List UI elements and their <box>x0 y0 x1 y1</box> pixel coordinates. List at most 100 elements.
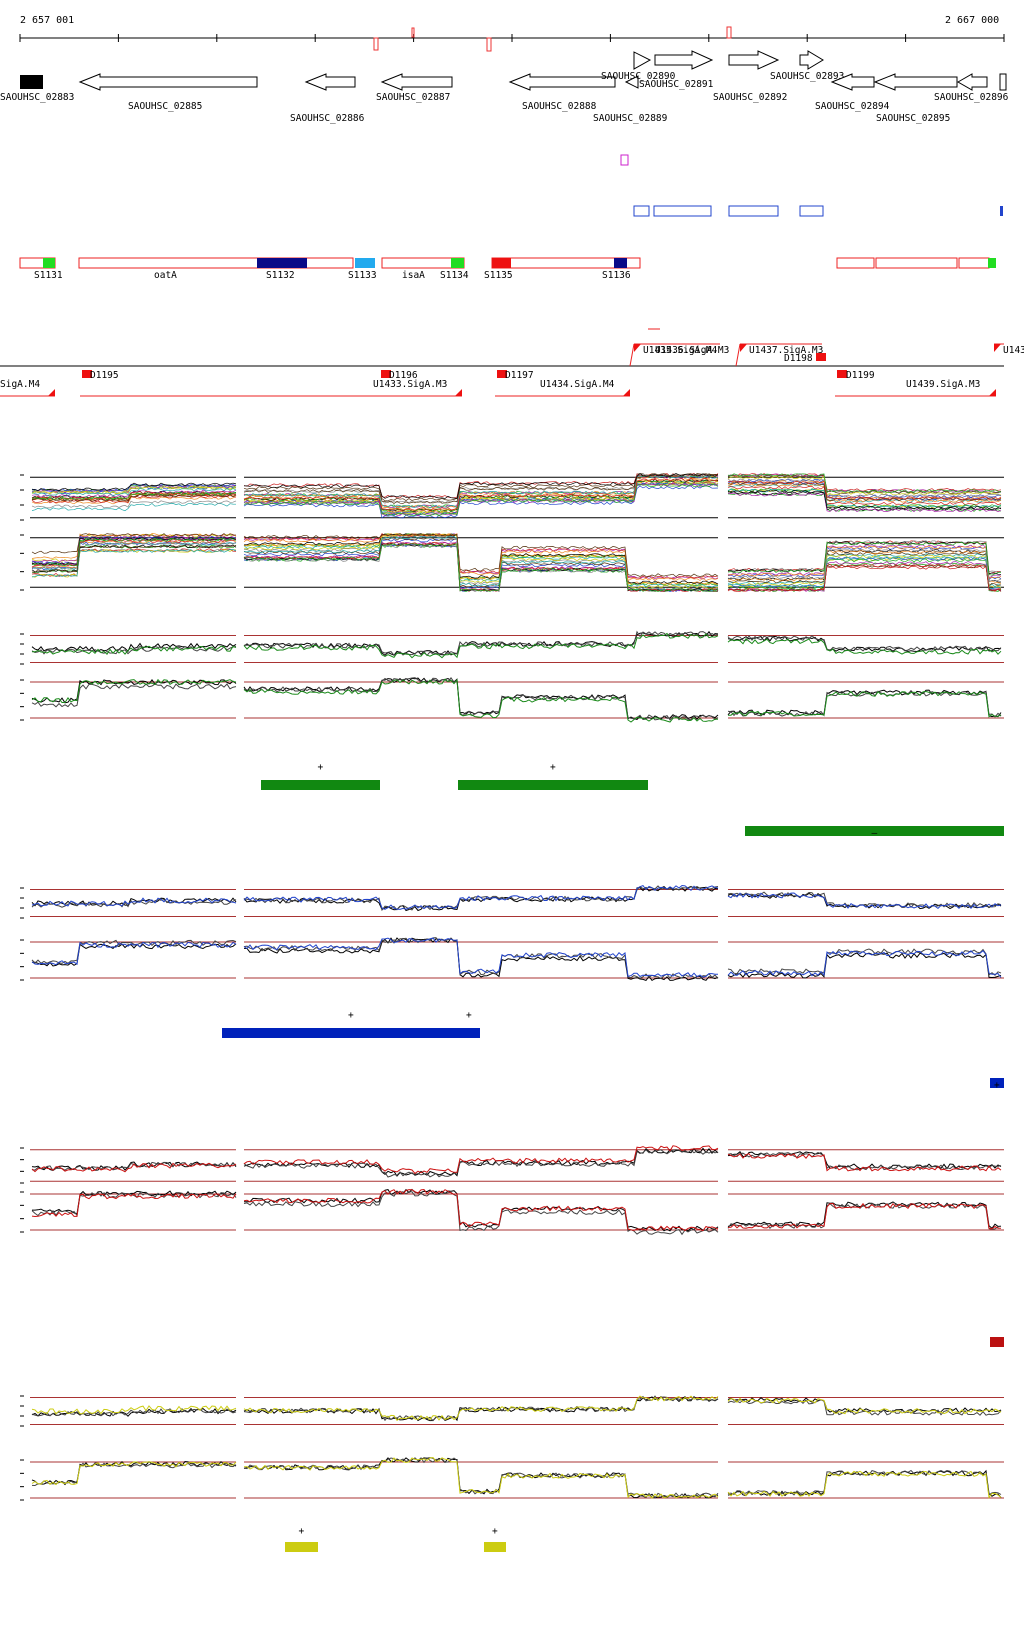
expression-trace <box>31 537 237 567</box>
expression-trace <box>727 544 1002 579</box>
gene-shape <box>799 50 824 70</box>
shift-label: U1434.SigA.M4 <box>540 379 615 390</box>
gene-label: SAOUHSC_02892 <box>713 92 787 103</box>
shift-label: U1436.SigA.M3 <box>655 345 729 356</box>
expression-trace <box>727 558 1002 592</box>
expression-trace <box>728 690 1002 718</box>
cds-box <box>728 205 779 217</box>
contig-gap <box>1004 882 1024 986</box>
expression-trace <box>727 488 1002 509</box>
expression-trace <box>727 489 1002 510</box>
expression-trace <box>31 533 237 555</box>
gene-label: SAOUHSC_02887 <box>376 92 450 103</box>
segment-box <box>875 257 958 269</box>
expression-trace <box>31 1162 237 1173</box>
terminator-marks <box>373 26 732 52</box>
expression-trace <box>727 563 1002 592</box>
gene-arrow[interactable]: SAOUHSC_02888 <box>508 73 616 112</box>
gene-arrow[interactable]: SAOUHSC_02885 <box>78 73 258 112</box>
feature-boxes <box>620 154 1003 217</box>
strand-mark: – <box>872 828 878 839</box>
expression-trace <box>243 937 718 978</box>
downshift-marker <box>82 370 92 378</box>
expression-trace <box>243 678 719 723</box>
gene-shape <box>508 73 616 91</box>
gene-arrow[interactable]: SAOUHSC_02890 <box>601 51 676 82</box>
gene-arrow[interactable]: SAOUHSC_02893 <box>770 50 844 82</box>
strand-mark: + <box>348 1010 354 1021</box>
expression-trace <box>727 637 1002 655</box>
expression-trace <box>243 475 719 509</box>
gene-arrow[interactable]: SAOUHSC_02889 <box>593 75 668 124</box>
downshift-marker <box>816 353 826 361</box>
gene-arrow[interactable]: SAOUHSC_02883 <box>0 75 74 103</box>
shift-label: D1198 <box>784 353 813 364</box>
contig-gap <box>0 469 30 596</box>
expression-trace <box>727 540 1002 573</box>
gene-label: SAOUHSC_02885 <box>128 101 202 112</box>
segment-box <box>614 258 627 268</box>
expression-trace <box>31 1191 237 1217</box>
contig-gap <box>1004 1142 1024 1238</box>
segment-label: S1133 <box>348 270 377 281</box>
expression-trace <box>31 1461 237 1486</box>
expression-trace <box>31 1193 237 1218</box>
expression-trace <box>31 1408 237 1417</box>
expression-trace <box>727 1397 1002 1415</box>
expression-trace <box>243 1191 719 1236</box>
expression-trace <box>243 937 719 982</box>
expression-trace <box>31 678 237 703</box>
expression-trace <box>727 635 1002 652</box>
shift-label: SigA.M4 <box>0 379 40 390</box>
shift-interval <box>629 343 635 367</box>
segment-label: S1132 <box>266 270 295 281</box>
expression-trace <box>727 1202 1001 1230</box>
expression-trace <box>727 949 1002 978</box>
shift-label: D1197 <box>505 370 534 381</box>
expression-trace <box>727 892 1002 910</box>
expression-trace <box>727 473 1002 494</box>
gene-label: SAOUHSC_02891 <box>639 79 714 90</box>
gene-arrow[interactable]: SAOUHSC_02887 <box>376 73 453 103</box>
expression-trace <box>243 542 719 592</box>
gene-shape <box>380 73 453 91</box>
ruler-start-label: 2 657 001 <box>20 15 74 26</box>
cds-box <box>799 205 824 217</box>
gene-arrow[interactable]: SAOUHSC_02896 <box>934 73 1009 103</box>
expression-trace <box>243 1456 719 1499</box>
gene-arrow[interactable]: SAOUHSC_02891 <box>639 50 714 90</box>
expression-trace <box>31 500 237 509</box>
gene-shape <box>20 75 43 89</box>
gene-label: SAOUHSC_02889 <box>593 113 668 124</box>
gene-label: SAOUHSC_02893 <box>770 71 844 82</box>
gene-shape <box>873 73 958 91</box>
shift-label: D1199 <box>846 370 875 381</box>
expression-trace <box>31 540 237 569</box>
gene-arrow[interactable]: SAOUHSC_02892 <box>713 50 787 103</box>
cds-box <box>653 205 712 217</box>
expression-trace <box>727 485 1002 506</box>
terminator-mark <box>373 37 379 51</box>
expression-trace <box>243 1149 719 1178</box>
expression-trace <box>727 892 1002 910</box>
expression-trace <box>727 562 1002 592</box>
panel-condition-red <box>0 1142 1024 1347</box>
expression-trace <box>727 1153 1002 1172</box>
strand-mark: + <box>466 1010 472 1021</box>
expression-trace <box>727 491 1002 511</box>
contig-gap <box>236 1142 244 1238</box>
contig-gap <box>718 1142 728 1238</box>
gene-arrow[interactable]: SAOUHSC_02886 <box>290 73 365 124</box>
downshift-marker <box>837 370 847 378</box>
gene-shape <box>633 51 652 70</box>
gene-label: SAOUHSC_02894 <box>815 101 890 112</box>
expression-trace <box>243 533 719 578</box>
expression-trace <box>31 645 237 655</box>
segment-box <box>492 258 511 268</box>
segment-label: S1134 <box>440 270 469 281</box>
expression-trace <box>727 541 1002 576</box>
strand-mark: + <box>318 762 324 773</box>
expression-trace <box>727 540 1002 575</box>
contig-gap <box>1004 1390 1024 1506</box>
